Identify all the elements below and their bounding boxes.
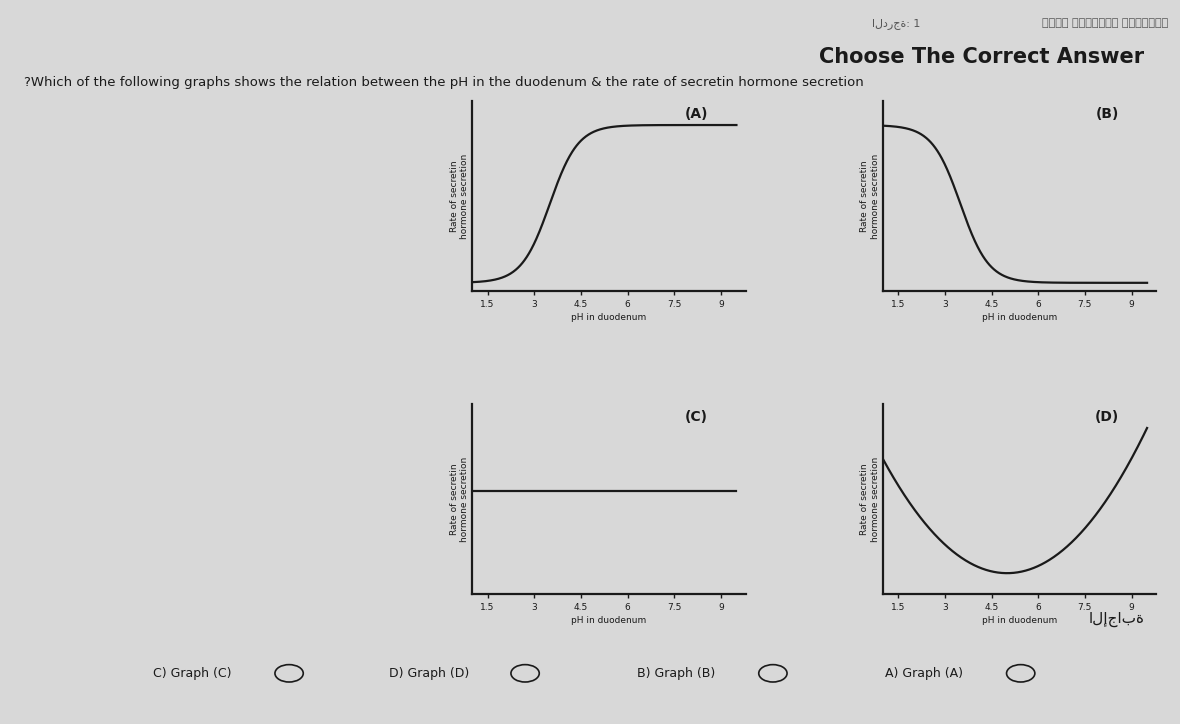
Text: إختر الإجابة الصحيحة: إختر الإجابة الصحيحة <box>1042 18 1168 28</box>
X-axis label: pH in duodenum: pH in duodenum <box>982 616 1057 625</box>
Text: ?Which of the following graphs shows the relation between the pH in the duodenum: ?Which of the following graphs shows the… <box>24 76 864 89</box>
Text: B) Graph (B): B) Graph (B) <box>637 667 715 680</box>
Y-axis label: Rate of secretin
hormone secretion: Rate of secretin hormone secretion <box>450 456 470 542</box>
X-axis label: pH in duodenum: pH in duodenum <box>571 313 647 322</box>
Text: A) Graph (A): A) Graph (A) <box>885 667 963 680</box>
Y-axis label: Rate of secretin
hormone secretion: Rate of secretin hormone secretion <box>450 153 470 239</box>
Text: C) Graph (C): C) Graph (C) <box>153 667 232 680</box>
Text: Choose The Correct Answer: Choose The Correct Answer <box>819 47 1145 67</box>
X-axis label: pH in duodenum: pH in duodenum <box>571 616 647 625</box>
Text: (A): (A) <box>684 107 708 121</box>
Text: (B): (B) <box>1095 107 1119 121</box>
Text: D) Graph (D): D) Graph (D) <box>389 667 470 680</box>
Text: الإجابة: الإجابة <box>1089 612 1145 627</box>
Y-axis label: Rate of secretin
hormone secretion: Rate of secretin hormone secretion <box>860 456 880 542</box>
X-axis label: pH in duodenum: pH in duodenum <box>982 313 1057 322</box>
Y-axis label: Rate of secretin
hormone secretion: Rate of secretin hormone secretion <box>860 153 880 239</box>
Text: (D): (D) <box>1095 410 1120 424</box>
Text: الدرجة: 1: الدرجة: 1 <box>872 18 920 29</box>
Text: (C): (C) <box>684 410 708 424</box>
